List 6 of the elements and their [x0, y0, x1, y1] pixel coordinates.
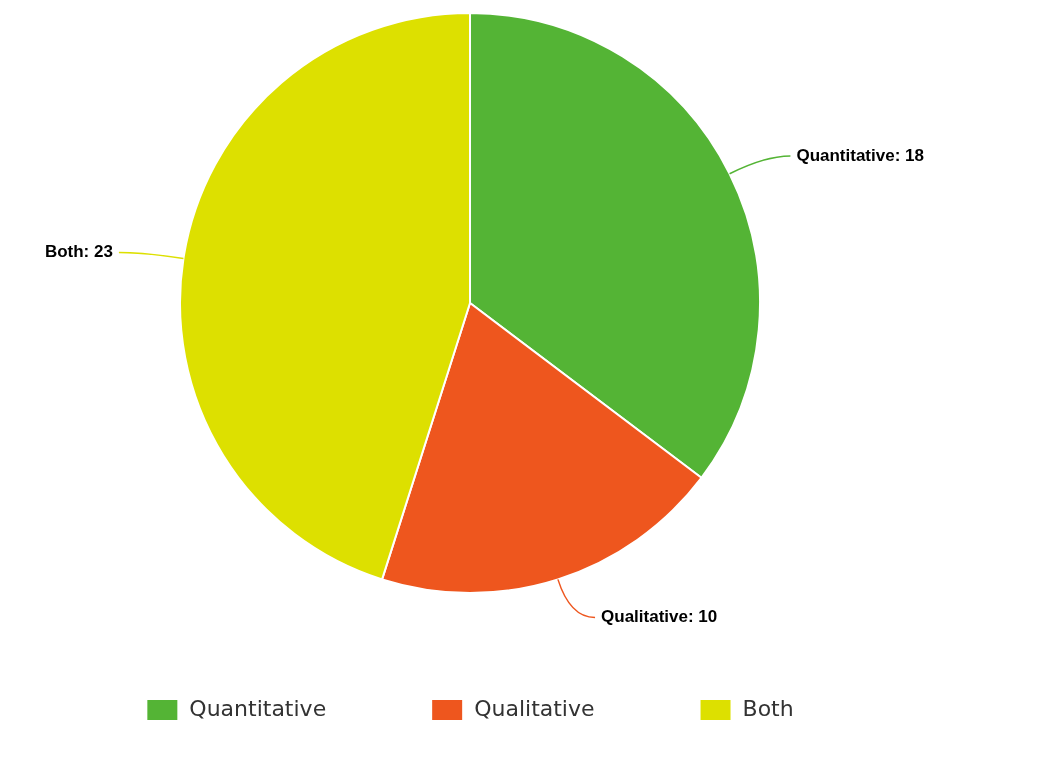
data-label: Quantitative: 18 [796, 145, 924, 165]
data-label: Both: 23 [44, 242, 113, 262]
data-label: Qualitative: 10 [601, 607, 718, 627]
legend-label: Both [742, 695, 794, 721]
legend-label: Qualitative [474, 695, 595, 721]
legend-label: Quantitative [189, 695, 327, 721]
